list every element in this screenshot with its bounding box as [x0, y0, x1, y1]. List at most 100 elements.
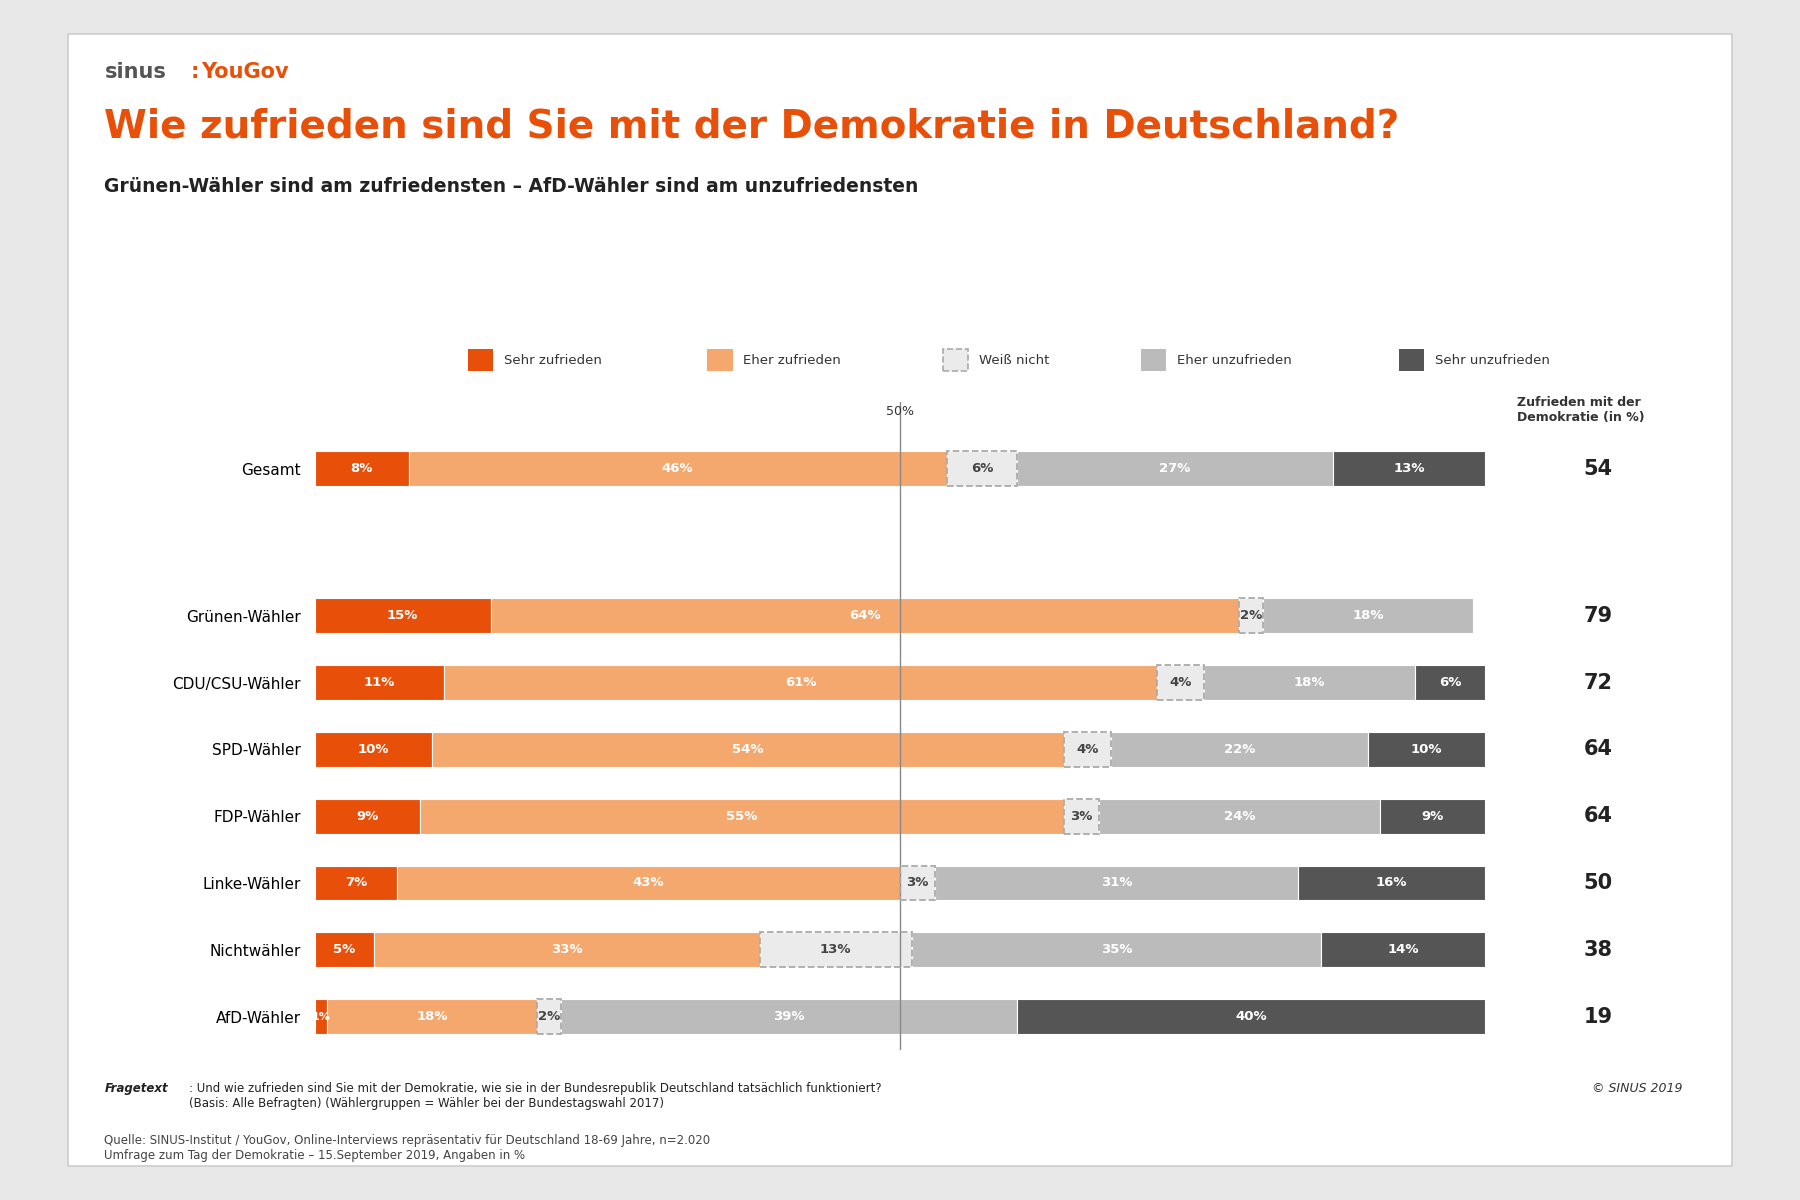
Text: Fragetext: Fragetext [104, 1082, 167, 1096]
Text: 18%: 18% [416, 1010, 448, 1024]
Bar [760, 932, 913, 967]
Text: Sehr zufrieden: Sehr zufrieden [504, 354, 601, 366]
Bar [1098, 799, 1381, 834]
Text: 14%: 14% [1388, 943, 1418, 956]
Bar [1017, 451, 1332, 486]
Bar [315, 932, 374, 967]
Bar [1240, 599, 1264, 634]
Text: 46%: 46% [662, 462, 693, 475]
Bar [315, 799, 421, 834]
Bar [1381, 799, 1485, 834]
Text: 6%: 6% [970, 462, 994, 475]
Bar [947, 451, 1017, 486]
Text: 15%: 15% [387, 610, 418, 623]
Text: 11%: 11% [364, 676, 394, 689]
Bar [1368, 732, 1485, 767]
Text: 9%: 9% [356, 810, 378, 823]
Text: 10%: 10% [358, 743, 389, 756]
Bar [1111, 732, 1368, 767]
Bar [536, 1000, 560, 1034]
Text: 3%: 3% [1071, 810, 1093, 823]
Text: 72: 72 [1584, 672, 1613, 692]
Bar [1064, 732, 1111, 767]
Bar [315, 865, 396, 900]
Text: 38: 38 [1584, 940, 1613, 960]
Bar [432, 732, 1064, 767]
Text: 4%: 4% [1076, 743, 1098, 756]
Text: 19: 19 [1584, 1007, 1613, 1026]
Text: 2%: 2% [538, 1010, 560, 1024]
Text: 50: 50 [1584, 872, 1613, 893]
Text: 54: 54 [1584, 458, 1613, 479]
Text: 4%: 4% [1170, 676, 1192, 689]
Text: 24%: 24% [1224, 810, 1255, 823]
Bar [536, 1000, 560, 1034]
Bar [1064, 799, 1098, 834]
Bar [1157, 665, 1204, 700]
Text: 13%: 13% [1393, 462, 1426, 475]
Text: :: : [191, 62, 200, 82]
Text: 27%: 27% [1159, 462, 1190, 475]
Bar [1157, 665, 1204, 700]
Bar [1415, 665, 1485, 700]
Bar [490, 599, 1240, 634]
Bar [1332, 451, 1485, 486]
Text: 18%: 18% [1352, 610, 1384, 623]
Bar [1240, 599, 1264, 634]
Text: Weiß nicht: Weiß nicht [979, 354, 1049, 366]
Bar [315, 665, 445, 700]
Bar [1321, 932, 1485, 967]
Bar [409, 451, 947, 486]
Text: Quelle: SINUS-Institut / YouGov, Online-Interviews repräsentativ für Deutschland: Quelle: SINUS-Institut / YouGov, Online-… [104, 1134, 711, 1162]
Text: 18%: 18% [1294, 676, 1325, 689]
Text: 5%: 5% [333, 943, 355, 956]
Text: 7%: 7% [346, 876, 367, 889]
Text: 43%: 43% [632, 876, 664, 889]
Text: 9%: 9% [1422, 810, 1444, 823]
Bar [900, 865, 936, 900]
Bar [374, 932, 760, 967]
Bar [396, 865, 900, 900]
Text: 10%: 10% [1411, 743, 1442, 756]
Bar [315, 732, 432, 767]
Text: : Und wie zufrieden sind Sie mit der Demokratie, wie sie in der Bundesrepublik D: : Und wie zufrieden sind Sie mit der Dem… [189, 1082, 882, 1110]
Text: 61%: 61% [785, 676, 817, 689]
Bar [913, 932, 1321, 967]
Text: 31%: 31% [1102, 876, 1132, 889]
Bar [1204, 665, 1415, 700]
Bar [936, 865, 1298, 900]
Bar [947, 451, 1017, 486]
Bar [562, 1000, 1017, 1034]
Text: 35%: 35% [1102, 943, 1132, 956]
Text: 64%: 64% [850, 610, 880, 623]
Text: 64: 64 [1584, 806, 1613, 826]
Bar [1298, 865, 1485, 900]
Bar [445, 665, 1157, 700]
Text: 64: 64 [1584, 739, 1613, 760]
Bar [328, 1000, 536, 1034]
Text: 39%: 39% [774, 1010, 805, 1024]
Bar [1017, 1000, 1485, 1034]
Text: 3%: 3% [907, 876, 929, 889]
Bar [315, 451, 409, 486]
Text: 1%: 1% [311, 1012, 329, 1021]
Text: 13%: 13% [821, 943, 851, 956]
Text: 79: 79 [1584, 606, 1613, 625]
Text: 33%: 33% [551, 943, 583, 956]
Text: 2%: 2% [1240, 610, 1262, 623]
Text: 54%: 54% [733, 743, 763, 756]
Bar [1064, 799, 1098, 834]
Text: 16%: 16% [1375, 876, 1408, 889]
Text: Grünen-Wähler sind am zufriedensten – AfD-Wähler sind am unzufriedensten: Grünen-Wähler sind am zufriedensten – Af… [104, 176, 918, 196]
Bar [1264, 599, 1474, 634]
Text: YouGov: YouGov [202, 62, 290, 82]
Bar [1064, 732, 1111, 767]
Text: 55%: 55% [727, 810, 758, 823]
Bar [760, 932, 913, 967]
Bar [900, 865, 936, 900]
Text: Zufrieden mit der
Demokratie (in %): Zufrieden mit der Demokratie (in %) [1517, 396, 1645, 424]
Text: 6%: 6% [1438, 676, 1462, 689]
Text: Eher unzufrieden: Eher unzufrieden [1177, 354, 1292, 366]
Text: Wie zufrieden sind Sie mit der Demokratie in Deutschland?: Wie zufrieden sind Sie mit der Demokrati… [104, 107, 1400, 145]
Text: Sehr unzufrieden: Sehr unzufrieden [1435, 354, 1550, 366]
